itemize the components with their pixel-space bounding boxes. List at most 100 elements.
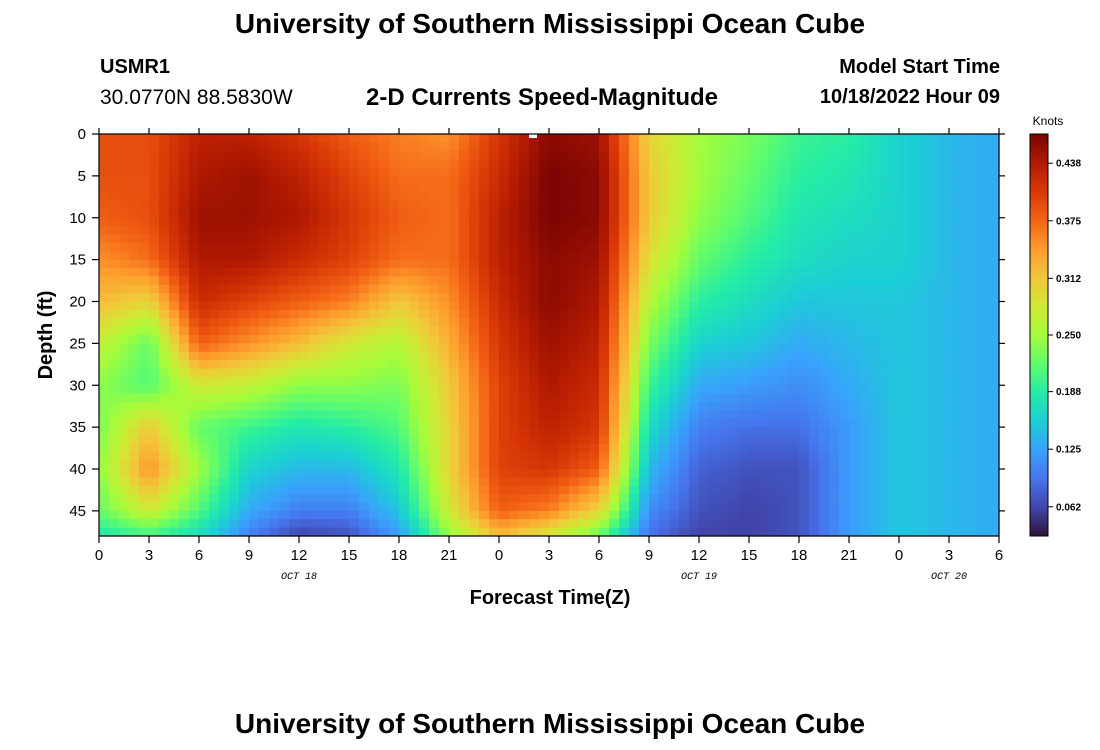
heatmap-cell (489, 502, 500, 512)
heatmap-cell (99, 502, 110, 512)
heatmap-cell (479, 410, 490, 420)
heatmap-cell (609, 326, 620, 336)
heatmap-cell (539, 284, 550, 294)
heatmap-cell (769, 318, 780, 328)
heatmap-cell (399, 494, 410, 504)
heatmap-cell (459, 376, 470, 386)
heatmap-cell (699, 309, 710, 319)
heatmap-cell (229, 134, 240, 143)
heatmap-cell (219, 360, 230, 370)
heatmap-cell (379, 226, 390, 236)
heatmap-cell (259, 343, 270, 353)
heatmap-cell (489, 268, 500, 277)
heatmap-cell (129, 351, 140, 361)
heatmap-cell (659, 510, 670, 520)
heatmap-cell (149, 360, 160, 370)
heatmap-cell (129, 175, 140, 185)
heatmap-cell (309, 519, 320, 529)
heatmap-cell (419, 268, 430, 277)
heatmap-cell (879, 293, 890, 303)
heatmap-cell (139, 351, 150, 361)
heatmap-cell (159, 360, 170, 370)
heatmap-cell (359, 226, 370, 236)
heatmap-cell (109, 427, 120, 437)
heatmap-cell (459, 351, 470, 361)
heatmap-cell (399, 385, 410, 395)
heatmap-cell (679, 443, 690, 453)
heatmap-cell (549, 510, 560, 520)
heatmap-cell (699, 343, 710, 353)
heatmap-cell (919, 251, 930, 261)
heatmap-cell (689, 435, 700, 445)
heatmap-cell (899, 184, 910, 194)
heatmap-cell (179, 410, 190, 420)
heatmap-cell (219, 318, 230, 328)
heatmap-cell (799, 217, 810, 227)
heatmap-cell (459, 234, 470, 244)
heatmap-cell (339, 276, 350, 286)
heatmap-cell (599, 502, 610, 512)
heatmap-cell (899, 301, 910, 311)
heatmap-cell (819, 268, 830, 277)
heatmap-cell (319, 477, 330, 487)
heatmap-cell (659, 251, 670, 261)
heatmap-cell (409, 309, 420, 319)
heatmap-cell (729, 284, 740, 294)
heatmap-cell (509, 527, 520, 537)
heatmap-cell (879, 418, 890, 428)
heatmap-cell (799, 284, 810, 294)
heatmap-cell (549, 201, 560, 210)
heatmap-cell (899, 276, 910, 286)
heatmap-cell (549, 452, 560, 462)
heatmap-cell (739, 192, 750, 202)
heatmap-cell (389, 251, 400, 261)
heatmap-cell (769, 402, 780, 411)
heatmap-cell (489, 159, 500, 169)
heatmap-cell (619, 167, 630, 177)
heatmap-cell (869, 385, 880, 395)
heatmap-cell (729, 418, 740, 428)
heatmap-cell (389, 335, 400, 344)
heatmap-cell (349, 184, 360, 194)
heatmap-cell (799, 393, 810, 403)
heatmap-cell (819, 217, 830, 227)
heatmap-cell (519, 142, 530, 152)
heatmap-cell (489, 485, 500, 495)
heatmap-cell (809, 502, 820, 512)
heatmap-cell (309, 309, 320, 319)
heatmap-cell (299, 376, 310, 386)
heatmap-cell (499, 351, 510, 361)
heatmap-cell (819, 435, 830, 445)
heatmap-cell (779, 226, 790, 236)
heatmap-cell (409, 201, 420, 210)
heatmap-cell (399, 393, 410, 403)
heatmap-cell (679, 335, 690, 344)
heatmap-cell (859, 385, 870, 395)
heatmap-cell (259, 226, 270, 236)
heatmap-cell (809, 284, 820, 294)
heatmap-cell (389, 234, 400, 244)
heatmap-cell (369, 134, 380, 143)
heatmap-cell (169, 427, 180, 437)
heatmap-cell (759, 226, 770, 236)
heatmap-cell (429, 477, 440, 487)
heatmap-cell (389, 217, 400, 227)
heatmap-cell (849, 443, 860, 453)
heatmap-cell (929, 410, 940, 420)
heatmap-cell (329, 376, 340, 386)
heatmap-cell (779, 268, 790, 277)
heatmap-cell (789, 510, 800, 520)
heatmap-cell (99, 318, 110, 328)
heatmap-cell (859, 159, 870, 169)
heatmap-cell (409, 343, 420, 353)
heatmap-cell (99, 385, 110, 395)
heatmap-cell (459, 192, 470, 202)
heatmap-cell (229, 443, 240, 453)
heatmap-cell (209, 360, 220, 370)
heatmap-cell (789, 335, 800, 344)
heatmap-cell (179, 309, 190, 319)
heatmap-cell (299, 469, 310, 478)
heatmap-cell (459, 469, 470, 478)
heatmap-cell (139, 201, 150, 210)
heatmap-cell (639, 418, 650, 428)
